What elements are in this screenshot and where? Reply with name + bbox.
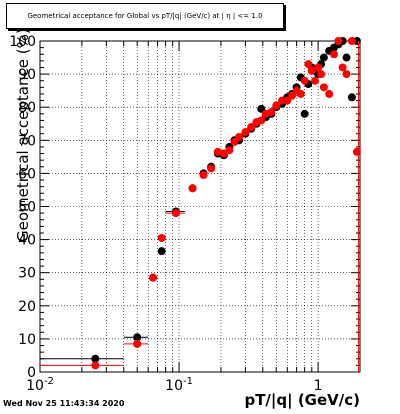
data-point-black: [347, 93, 356, 102]
data-point-red: [207, 164, 216, 173]
data-point-red: [342, 70, 351, 79]
x-tick-label: 10-1: [165, 376, 193, 394]
y-tick-label: 70: [18, 133, 36, 149]
data-point-black: [157, 247, 166, 256]
y-tick-label: 90: [18, 67, 36, 83]
data-point-red: [304, 60, 313, 69]
data-point-red: [157, 233, 166, 242]
y-tick-label: 50: [18, 200, 36, 216]
y-tick-label: 10: [18, 332, 36, 348]
y-tick-label: 80: [18, 100, 36, 116]
data-point-red: [325, 89, 334, 98]
data-point-black: [91, 354, 100, 363]
data-point-red: [241, 128, 250, 137]
datestamp: Wed Nov 25 11:43:34 2020: [3, 399, 125, 408]
data-point-red: [171, 209, 180, 218]
data-point-red: [272, 101, 281, 110]
chart-title-box: Geometrical acceptance for Global vs pT/…: [6, 3, 284, 29]
data-point-red: [149, 273, 158, 282]
data-point-red: [334, 37, 343, 45]
data-point-red: [338, 63, 347, 72]
data-point-black: [300, 109, 309, 118]
data-point-black: [319, 53, 328, 62]
data-point-red: [314, 63, 323, 72]
data-point-red: [319, 83, 328, 92]
data-point-red: [317, 70, 326, 79]
y-tick-label: 100: [9, 34, 36, 50]
data-point-red: [247, 123, 256, 132]
y-tick-label: 0: [27, 365, 36, 381]
y-tick-label: 20: [18, 299, 36, 315]
data-point-black: [342, 53, 351, 62]
chart-title: Geometrical acceptance for Global vs pT/…: [27, 12, 263, 20]
data-point-red: [199, 171, 208, 180]
data-point-red: [307, 66, 316, 75]
data-point-red: [267, 108, 276, 117]
y-axis-label: Geometrical acceptance (%): [14, 28, 32, 242]
data-point-red: [188, 184, 197, 193]
data-point-red: [213, 147, 222, 156]
data-point-red: [283, 96, 292, 105]
data-point-black: [133, 333, 142, 342]
data-point-red: [352, 147, 361, 156]
y-tick-label: 30: [18, 266, 36, 282]
data-point-red: [329, 50, 338, 59]
data-point-red: [235, 132, 244, 141]
x-axis-label: pT/|q| (GeV/c): [244, 391, 360, 409]
y-tick-label: 40: [18, 233, 36, 249]
data-point-red: [311, 76, 320, 85]
data-point-red: [296, 89, 305, 98]
y-tick-label: 60: [18, 166, 36, 182]
data-point-red: [300, 76, 309, 85]
x-tick-label: 10-2: [26, 376, 54, 394]
data-point-red: [225, 146, 234, 155]
data-point-red: [257, 116, 266, 125]
x-tick-label: 1: [314, 378, 323, 394]
data-point-red: [133, 339, 142, 348]
data-point-red: [347, 37, 356, 45]
data-point-red: [91, 361, 100, 370]
